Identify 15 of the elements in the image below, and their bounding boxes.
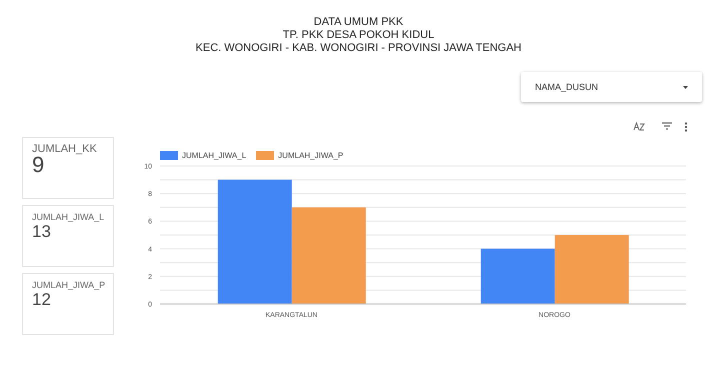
legend-label: JUMLAH_JIWA_P (277, 150, 344, 162)
text: NAMA_DUSUN (535, 82, 598, 92)
text: 13 (32, 222, 51, 242)
legend-label: JUMLAH_JIWA_L (181, 150, 246, 162)
chart-subtitle: TP. PKK DESA POKOH KIDUL KEC. WONOGIRI - KAB. WONOGIRI - PROVINSI JAWA TENGAH (194, 29, 522, 55)
chart-title: DATA UMUM PKK (312, 16, 404, 29)
text: JUMLAH_JIWA_P (32, 280, 106, 290)
bar (218, 180, 292, 304)
bar (480, 248, 555, 304)
bar (292, 207, 366, 304)
text: 9 (32, 152, 44, 178)
bar (554, 235, 629, 304)
text: 12 (32, 290, 51, 310)
text: JUMLAH_KK (32, 143, 97, 155)
text: JUMLAH_JIWA_L (32, 212, 104, 222)
